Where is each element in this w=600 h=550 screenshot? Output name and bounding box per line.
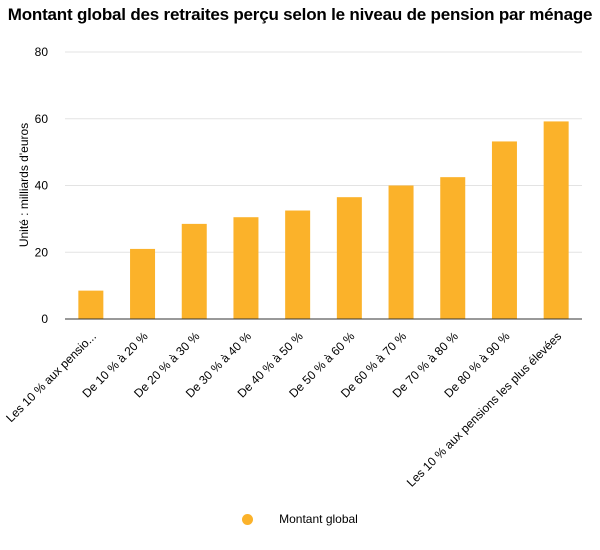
- bar[interactable]: [336, 197, 362, 319]
- bar[interactable]: [491, 141, 517, 319]
- bar[interactable]: [130, 248, 156, 319]
- bars: [78, 121, 569, 320]
- chart-title: Montant global des retraites perçu selon…: [7, 5, 593, 24]
- bar[interactable]: [440, 177, 466, 319]
- y-tick-label: 40: [35, 179, 49, 193]
- legend-label: Montant global: [279, 512, 358, 526]
- legend-swatch: [242, 513, 254, 525]
- y-tick-label: 20: [35, 245, 49, 259]
- bar[interactable]: [78, 290, 104, 319]
- bar[interactable]: [285, 210, 311, 319]
- y-axis-label: Unité : milliards d'euros: [17, 123, 31, 247]
- legend: Montant global: [0, 512, 600, 526]
- y-tick-label: 0: [41, 312, 48, 326]
- bar[interactable]: [181, 223, 207, 319]
- y-tick-label: 80: [35, 45, 49, 59]
- bar[interactable]: [543, 121, 569, 319]
- x-tick-label: Les 10 % aux pensio...: [3, 329, 99, 425]
- bar[interactable]: [233, 217, 259, 319]
- bar[interactable]: [388, 185, 414, 320]
- y-tick-label: 60: [35, 112, 49, 126]
